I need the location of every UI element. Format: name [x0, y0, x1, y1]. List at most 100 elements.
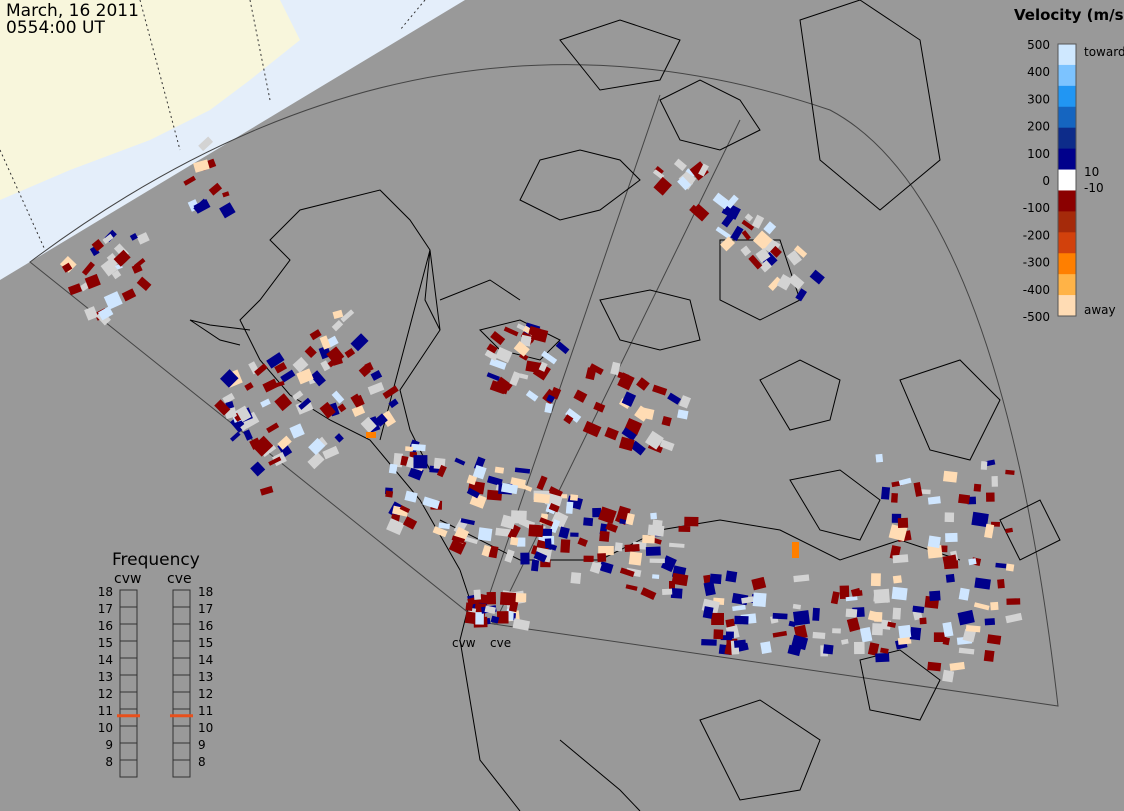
- scatter-cell: [644, 430, 664, 450]
- scatter-cell: [677, 176, 692, 191]
- scatter-cell: [888, 524, 908, 542]
- scatter-cell: [846, 617, 861, 632]
- scatter-cell: [689, 161, 709, 181]
- scatter-cell: [652, 169, 665, 180]
- scatter-cell: [268, 456, 282, 466]
- scatter-cell: [786, 250, 802, 266]
- scatter-cell: [791, 634, 809, 651]
- scatter-cell: [678, 395, 691, 409]
- scatter-cell: [985, 459, 996, 467]
- scatter-cell: [792, 542, 799, 558]
- frequency-cell: [172, 606, 191, 625]
- scatter-cell: [292, 356, 309, 373]
- scatter-cell: [252, 435, 274, 457]
- scatter-cell: [873, 591, 890, 603]
- colorbar-segment: [1058, 106, 1076, 129]
- scatter-cell: [752, 230, 773, 250]
- scatter-cell: [500, 514, 517, 530]
- scatter-cell: [927, 535, 941, 549]
- scatter-cell: [472, 464, 487, 480]
- scatter-cell: [830, 591, 840, 605]
- scatter-cell: [497, 611, 509, 624]
- scatter-cell: [385, 490, 394, 498]
- colorbar-segment: [1058, 148, 1076, 171]
- frequency-cell: [172, 589, 191, 608]
- scatter-cell: [454, 457, 466, 466]
- colorbar-title: Velocity (m/s): [1014, 6, 1124, 24]
- scatter-cell: [741, 230, 751, 241]
- scatter-cell: [792, 603, 802, 610]
- scatter-cell: [326, 346, 345, 365]
- scatter-cell: [614, 542, 623, 552]
- scatter-cell: [533, 493, 551, 504]
- scatter-cell: [262, 444, 277, 458]
- scatter-cell: [653, 176, 672, 196]
- scatter-cell: [469, 492, 487, 509]
- scatter-cell: [332, 309, 344, 320]
- colorbar-segment: [1058, 190, 1076, 212]
- scatter-cell: [650, 512, 658, 520]
- scatter-cell: [845, 608, 858, 618]
- scatter-cell: [549, 519, 561, 534]
- frequency-tick-right: 16: [198, 619, 213, 633]
- scatter-cell: [259, 485, 274, 496]
- scatter-cell: [652, 384, 668, 396]
- scatter-cell: [131, 263, 143, 274]
- scatter-cell: [986, 492, 995, 502]
- scatter-cell: [927, 661, 942, 672]
- scatter-cell: [61, 262, 73, 273]
- scatter-cell: [770, 245, 782, 258]
- scatter-cell: [898, 477, 912, 486]
- scatter-cell: [598, 546, 614, 556]
- scatter-cell: [366, 432, 376, 438]
- scatter-cell: [945, 573, 955, 583]
- scatter-cell: [597, 553, 607, 562]
- scatter-cell: [678, 525, 691, 533]
- scatter-cell: [208, 182, 223, 196]
- scatter-cell: [711, 612, 724, 626]
- scatter-cell: [617, 372, 635, 391]
- scatter-cell: [760, 641, 772, 654]
- scatter-cell: [621, 427, 637, 442]
- frequency-tick-right: 9: [198, 738, 206, 752]
- scatter-cell: [732, 604, 746, 612]
- scatter-cell: [513, 340, 530, 357]
- scatter-cell: [661, 415, 672, 427]
- frequency-panel: Frequency cvw cve 18 18 17 17 16 16 15 15 14 14 13…: [98, 550, 213, 778]
- scatter-cell: [460, 518, 475, 526]
- scatter-cell: [193, 199, 211, 214]
- colorbar-tick-label: 200: [1027, 120, 1050, 134]
- scatter-cell: [477, 527, 493, 542]
- scatter-cell: [494, 466, 505, 474]
- scatter-cell: [942, 621, 954, 637]
- scatter-cell: [599, 530, 610, 542]
- scatter-cell: [464, 611, 479, 625]
- scatter-cell: [891, 586, 908, 601]
- scatter-cell: [310, 370, 326, 387]
- scatter-cell: [528, 524, 544, 538]
- scatter-cell: [867, 642, 880, 656]
- scatter-cell: [659, 439, 675, 452]
- colorbar-segment: [1058, 232, 1076, 254]
- frequency-tick-left: 8: [105, 755, 113, 769]
- scatter-cell: [949, 661, 965, 671]
- station-label-cvw: cvw: [452, 636, 476, 650]
- scatter-cell: [669, 542, 685, 548]
- scatter-cell: [619, 567, 635, 578]
- scatter-cell: [892, 575, 902, 584]
- scatter-cell: [358, 364, 371, 378]
- scatter-cell: [662, 588, 673, 595]
- scatter-cell: [530, 327, 549, 343]
- scatter-cell: [751, 214, 765, 229]
- scatter-cell: [344, 347, 356, 359]
- colorbar-away: away: [1084, 303, 1116, 317]
- scatter-cell: [514, 467, 531, 474]
- scatter-cell: [565, 501, 574, 514]
- frequency-tick-right: 17: [198, 602, 213, 616]
- scatter-cell: [560, 539, 571, 553]
- colorbar-tick-label: 500: [1027, 38, 1050, 52]
- scatter-cell: [411, 443, 426, 452]
- scatter-cell: [84, 273, 101, 290]
- scatter-cell: [763, 221, 777, 235]
- scatter-cell: [776, 274, 793, 291]
